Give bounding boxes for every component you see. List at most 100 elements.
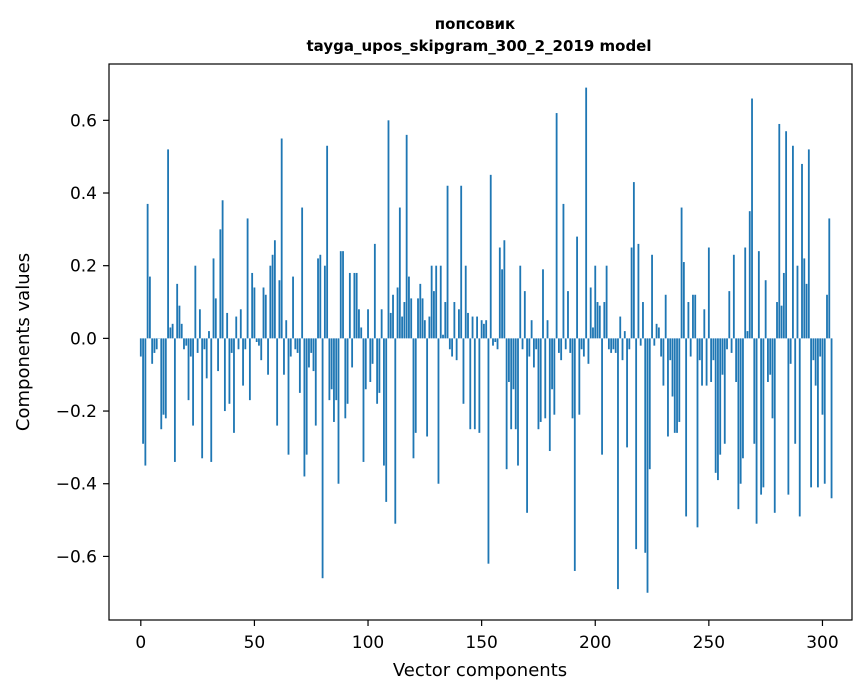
bar (483, 323, 485, 339)
bar (187, 338, 190, 401)
bar (667, 338, 669, 437)
bar (712, 338, 715, 361)
bar (408, 276, 410, 339)
bar (630, 247, 633, 339)
bar (692, 294, 694, 339)
bar (521, 338, 524, 350)
bar (710, 338, 713, 382)
bar (453, 302, 456, 339)
bar (757, 251, 760, 339)
bar (178, 305, 181, 339)
bar (151, 338, 154, 364)
bar (214, 298, 217, 339)
bar (339, 251, 342, 339)
bar (189, 338, 192, 357)
bar (553, 338, 556, 415)
bar (682, 262, 685, 339)
bar (469, 338, 472, 430)
bar (805, 283, 808, 339)
bar (694, 294, 697, 339)
x-tick-label: 100 (352, 633, 384, 653)
bar (517, 338, 519, 466)
bar (621, 338, 624, 361)
bar (414, 338, 417, 433)
bar (680, 207, 683, 339)
bar (155, 338, 158, 350)
bar (678, 338, 681, 422)
bar (794, 338, 797, 444)
bar (380, 309, 383, 339)
bar (196, 338, 199, 353)
bar (348, 272, 351, 339)
bar (426, 338, 429, 437)
bar (255, 338, 258, 342)
bar (807, 149, 810, 339)
bar (671, 338, 674, 397)
bar (319, 254, 322, 339)
bar (144, 338, 147, 466)
bar (735, 338, 738, 382)
bar (476, 316, 478, 339)
bar (142, 338, 144, 444)
bar (278, 280, 281, 339)
bar (778, 123, 781, 339)
bar (687, 302, 690, 339)
bar (644, 338, 647, 553)
bar (383, 338, 385, 466)
bar (219, 229, 222, 339)
bar (480, 320, 483, 339)
bar (389, 312, 392, 339)
bar (244, 338, 247, 350)
bar (455, 338, 458, 361)
bar (578, 338, 581, 415)
bar (585, 87, 588, 339)
bar (487, 338, 490, 564)
bar (548, 338, 551, 452)
bar (801, 163, 803, 339)
bar (714, 338, 717, 473)
bar (355, 272, 358, 339)
bar (817, 338, 819, 488)
bar (571, 338, 574, 419)
x-tick-label: 50 (244, 633, 266, 653)
bar (673, 338, 676, 433)
bar (387, 120, 390, 339)
bars-group (139, 87, 833, 593)
x-tick-label: 250 (693, 633, 725, 653)
bar (287, 338, 290, 455)
bar (351, 338, 354, 368)
bar (532, 338, 535, 368)
bar (344, 338, 347, 419)
bar (514, 338, 517, 430)
bar (830, 338, 833, 499)
bar (596, 302, 599, 339)
bar (269, 265, 272, 339)
y-tick-label: 0.4 (70, 184, 97, 204)
x-tick-label: 0 (135, 633, 146, 653)
x-tick-label: 200 (579, 633, 611, 653)
bar (760, 338, 763, 495)
bar (821, 338, 824, 415)
bar (721, 338, 724, 375)
bar (657, 327, 660, 339)
bar (146, 203, 149, 339)
bar (648, 338, 651, 470)
bar (730, 338, 733, 353)
bar (458, 309, 460, 339)
bar (785, 131, 788, 339)
bar (321, 338, 324, 579)
x-axis-label: Vector components (393, 660, 567, 681)
y-tick-label: 0.6 (70, 111, 97, 131)
bar (501, 269, 503, 339)
bar (510, 338, 513, 430)
bar (612, 338, 615, 350)
bar (451, 338, 454, 357)
bar (742, 338, 744, 459)
bar (198, 309, 201, 339)
bar (494, 338, 497, 342)
bar (464, 265, 467, 339)
bar (557, 338, 560, 353)
bar (764, 280, 767, 339)
bar (183, 338, 185, 350)
